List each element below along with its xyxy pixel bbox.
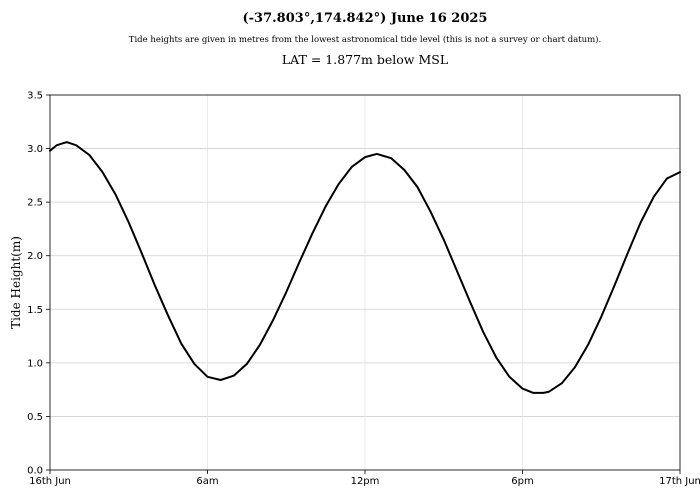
lat-note: LAT = 1.877m below MSL	[281, 52, 449, 67]
series-layer	[49, 141, 681, 394]
y-tick-label: 3.5	[27, 91, 43, 102]
x-tick-label: 17th Jun	[659, 476, 700, 487]
y-tick-label: 2.0	[27, 251, 43, 262]
chart-title: (-37.803°,174.842°) June 16 2025	[242, 11, 488, 26]
x-tick-label: 6pm	[511, 476, 533, 487]
x-tick-label: 6am	[196, 476, 218, 487]
x-tick-label: 16th Jun	[29, 476, 71, 487]
y-tick-label: 3.0	[27, 144, 43, 155]
x-tick-label: 12pm	[351, 476, 380, 487]
y-tick-label: 0.0	[27, 466, 43, 477]
y-tick-label: 0.5	[27, 412, 43, 423]
x-axis: 16th Jun 6am 12pm 6pm 17th Jun	[29, 470, 700, 487]
chart-subtitle: Tide heights are given in metres from th…	[128, 35, 602, 45]
tide-height-line	[49, 141, 681, 394]
y-tick-label: 2.5	[27, 198, 43, 209]
y-tick-label: 1.5	[27, 305, 43, 316]
y-axis-label: Tide Height(m)	[9, 236, 23, 329]
grid	[49, 94, 681, 471]
y-tick-label: 1.0	[27, 358, 43, 369]
y-axis: 0.0 0.5 1.0 1.5 2.0 2.5 3.0 3.5	[27, 91, 50, 477]
